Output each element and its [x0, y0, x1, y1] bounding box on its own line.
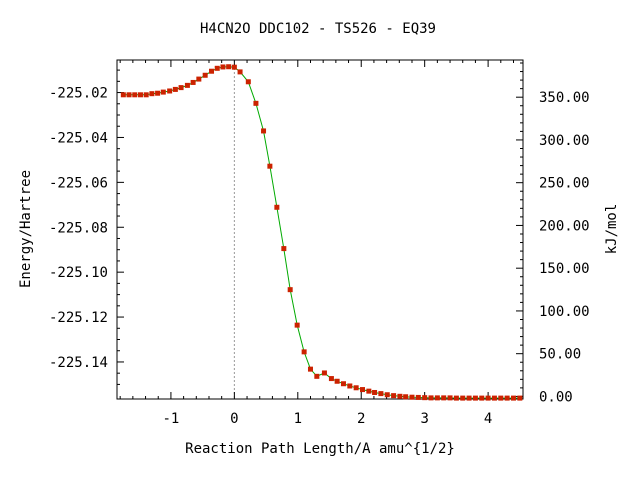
- data-point: [334, 378, 340, 384]
- data-point: [301, 349, 307, 355]
- x-tick-label: 0: [230, 411, 238, 427]
- data-point: [353, 385, 359, 391]
- y-axis-left: -225.02 -225.04 -225.06 -225.08 -225.10 -225.…: [49, 69, 124, 385]
- data-point: [231, 64, 237, 70]
- data-point: [167, 88, 173, 94]
- data-point: [143, 92, 149, 98]
- data-point: [366, 388, 372, 394]
- data-point: [384, 392, 390, 398]
- data-point: [274, 204, 280, 210]
- data-point: [202, 72, 208, 78]
- data-point: [155, 90, 161, 96]
- data-point: [434, 395, 440, 401]
- data-point: [504, 395, 510, 401]
- data-point: [209, 68, 215, 74]
- data-point: [261, 128, 267, 134]
- data-point: [245, 79, 251, 85]
- data-point: [498, 395, 504, 401]
- data-point: [397, 393, 403, 399]
- data-point: [178, 85, 184, 91]
- data-point: [360, 387, 366, 393]
- data-point: [267, 163, 273, 169]
- y-tick-label: -225.10: [49, 265, 108, 281]
- data-point: [281, 246, 287, 252]
- y2-tick-label: 300.00: [539, 133, 590, 149]
- data-point: [510, 395, 516, 401]
- plot-frame: [116, 59, 524, 400]
- data-point: [321, 370, 327, 376]
- x-tick-label: 2: [357, 411, 365, 427]
- data-point: [190, 79, 196, 85]
- data-point: [472, 395, 478, 401]
- data-point: [447, 395, 453, 401]
- data-point: [485, 395, 491, 401]
- data-point: [294, 322, 300, 328]
- data-point: [491, 395, 497, 401]
- series-line: [123, 66, 520, 399]
- y2-tick-label: 150.00: [539, 261, 590, 277]
- data-point: [409, 394, 415, 400]
- y2-tick-label: 350.00: [539, 90, 590, 106]
- x-tick-label: -1: [162, 411, 179, 427]
- y-tick-label: -225.06: [49, 175, 108, 191]
- x-tick-label: 1: [294, 411, 302, 427]
- y2-tick-label: 50.00: [539, 347, 581, 363]
- data-point: [479, 395, 485, 401]
- y-axis-title: Energy/Hartree: [18, 170, 34, 288]
- y-tick-label: -225.02: [49, 86, 108, 102]
- y-tick-label: -225.08: [49, 220, 108, 236]
- y2-tick-label: 0.00: [539, 389, 573, 405]
- chart-title: H4CN2O DDC102 - TS526 - EQ39: [200, 21, 436, 37]
- data-point: [237, 69, 243, 75]
- data-point: [460, 395, 466, 401]
- data-point: [126, 92, 132, 98]
- data-point: [428, 395, 434, 401]
- y-tick-label: -225.04: [49, 130, 108, 146]
- data-point: [196, 76, 202, 82]
- x-axis-title: Reaction Path Length/A amu^{1/2}: [185, 441, 455, 457]
- data-point: [226, 64, 232, 70]
- data-point: [137, 92, 143, 98]
- data-point: [160, 89, 166, 95]
- data-point: [466, 395, 472, 401]
- data-point: [253, 100, 259, 106]
- data-point: [347, 383, 353, 389]
- data-point: [172, 86, 178, 92]
- data-point: [314, 373, 320, 379]
- y2-tick-label: 250.00: [539, 176, 590, 192]
- data-point: [415, 394, 421, 400]
- data-point: [220, 64, 226, 70]
- series-layer: [120, 64, 523, 401]
- x-tick-label: 4: [484, 411, 492, 427]
- data-point: [328, 376, 334, 382]
- data-point: [184, 82, 190, 88]
- data-point: [287, 287, 293, 293]
- data-point: [422, 395, 428, 401]
- x-axis: -1 0 1 2 3 4: [119, 60, 514, 427]
- data-point: [391, 393, 397, 399]
- data-point: [214, 65, 220, 71]
- data-point: [517, 395, 523, 401]
- data-point: [307, 366, 313, 372]
- data-point: [453, 395, 459, 401]
- y2-axis-title: kJ/mol: [604, 204, 620, 255]
- data-point: [149, 91, 155, 97]
- data-point: [340, 381, 346, 387]
- y-tick-label: -225.14: [49, 355, 108, 371]
- data-point: [378, 391, 384, 397]
- y-tick-label: -225.12: [49, 310, 108, 326]
- x-tick-label: 3: [420, 411, 428, 427]
- y2-tick-label: 100.00: [539, 304, 590, 320]
- y-axis-right: 0.00 50.00 100.00 150.00 200.00 250.00 300.00 3…: [516, 62, 590, 405]
- data-point: [132, 92, 138, 98]
- data-point: [372, 389, 378, 395]
- data-point: [120, 92, 126, 98]
- data-point: [441, 395, 447, 401]
- y2-tick-label: 200.00: [539, 218, 590, 234]
- data-point: [403, 394, 409, 400]
